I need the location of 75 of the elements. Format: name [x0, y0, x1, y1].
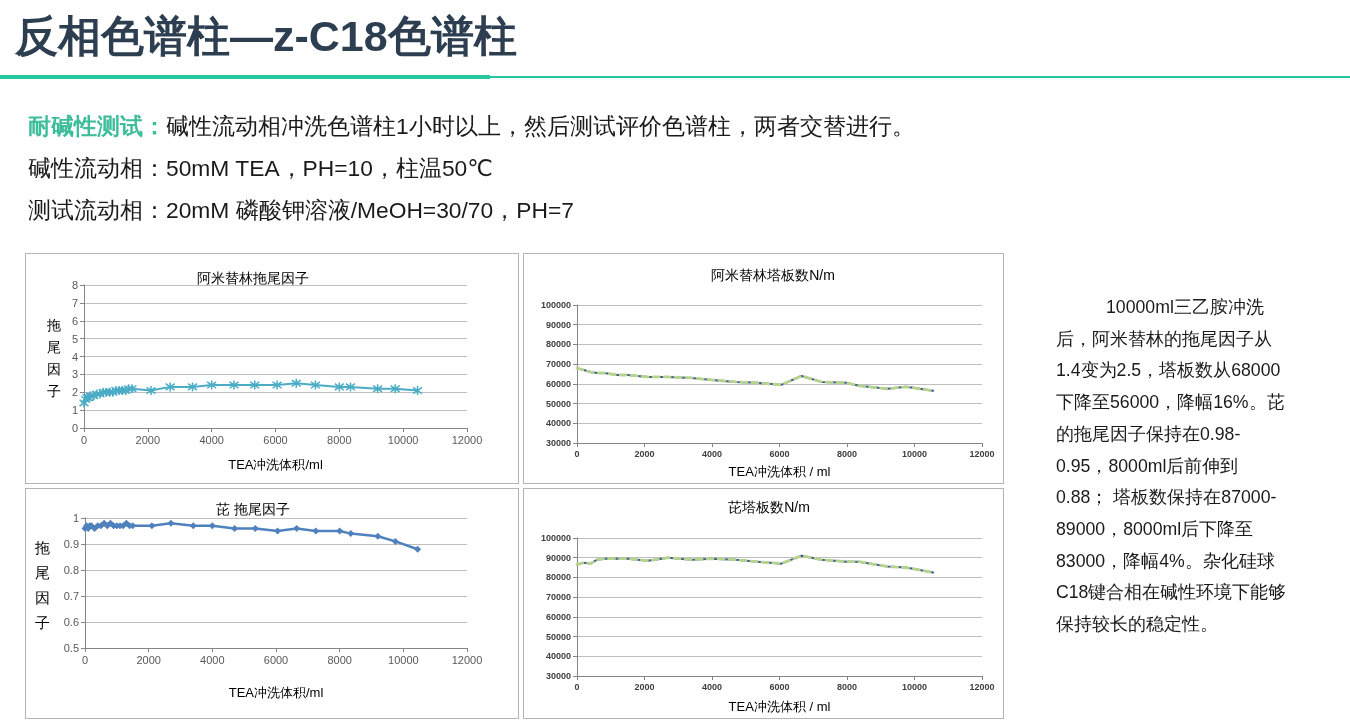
x-tick-label: 2000	[135, 433, 161, 446]
chart-title: 阿米替林塔板数N/m	[711, 267, 835, 283]
y-tick-label: 50000	[545, 398, 571, 409]
x-tick-label: 0	[81, 653, 89, 666]
x-axis-title: TEA冲洗体积 / ml	[728, 699, 831, 714]
x-tick-label: 0	[574, 448, 580, 459]
x-tick-label: 12000	[969, 681, 995, 692]
chart-title: 芘塔板数N/m	[728, 499, 810, 515]
x-tick-label: 4000	[701, 448, 723, 459]
y-tick-label: 7	[71, 296, 78, 309]
y-axis-title: 拖尾因子	[35, 538, 50, 633]
x-tick-label: 2000	[136, 653, 161, 666]
y-tick-label: 2	[71, 386, 78, 399]
y-tick-label: 80000	[545, 339, 571, 350]
x-tick-label: 2000	[634, 681, 655, 692]
y-tick-label: 0.5	[63, 642, 79, 654]
x-axis-title: TEA冲洗体积 / ml	[728, 464, 831, 479]
y-tick-label: 0.6	[63, 616, 79, 628]
x-tick-label: 12000	[969, 448, 995, 459]
x-axis-title: TEA冲洗体积/ml	[228, 685, 324, 700]
y-tick-label: 80000	[545, 572, 571, 583]
y-tick-label: 40000	[545, 651, 571, 662]
text: 碱性流动相冲洗色谱柱1小时以上，然后测试评价色谱柱，两者交替进行。	[166, 113, 915, 139]
text: 反相色谱柱—z-C18色谱柱	[15, 11, 517, 61]
x-tick-label: 6000	[263, 433, 288, 446]
y-tick-label: 100000	[540, 533, 571, 543]
x-axis-title: TEA冲洗体积/ml	[228, 457, 323, 472]
x-tick-label: 8000	[836, 448, 858, 459]
x-tick-label: 4000	[701, 681, 723, 692]
y-tick-label: 50000	[545, 631, 571, 642]
x-tick-label: 8000	[327, 433, 352, 446]
x-tick-label: 10000	[388, 653, 419, 666]
x-tick-label: 6000	[263, 653, 289, 666]
y-tick-label: 1	[72, 512, 79, 524]
x-tick-label: 0	[80, 433, 88, 446]
x-tick-label: 4000	[199, 433, 224, 446]
y-tick-label: 0.8	[63, 564, 79, 576]
chart-title: 阿米替林拖尾因子	[197, 270, 309, 286]
y-tick-label: 90000	[545, 552, 571, 563]
y-tick-label: 5	[71, 332, 78, 345]
y-tick-label: 3	[71, 368, 78, 381]
x-tick-label: 12000	[451, 433, 483, 446]
y-tick-label: 6	[71, 314, 78, 327]
text: 碱性流动相：50mM TEA，PH=10，柱温50℃	[28, 154, 493, 183]
y-tick-label: 0.9	[63, 538, 79, 550]
text: 10000ml三乙胺冲洗后，阿米替林的拖尾因子从1.4变为2.5，塔板数从68000下降至56000，降幅16%。芘的拖尾因子保持在0.98-0.95，8000ml后前伸到0.88； 塔板数保持在87000-89000，8000ml后下降至83000，降幅4%。杂化硅球C18键合相在碱性环境下能够保持较长的稳定性。	[1056, 297, 1287, 635]
y-tick-label: 60000	[545, 378, 571, 389]
y-tick-label: 0	[71, 422, 78, 434]
y-tick-label: 60000	[545, 611, 571, 622]
x-tick-label: 0	[574, 681, 580, 692]
y-tick-label: 70000	[545, 359, 571, 370]
y-tick-label: 8	[71, 279, 78, 291]
x-tick-label: 10000	[387, 433, 419, 446]
x-tick-label: 12000	[451, 653, 483, 666]
x-tick-label: 6000	[769, 448, 790, 459]
x-tick-label: 10000	[901, 448, 928, 459]
y-tick-label: 4	[71, 350, 78, 363]
text: 耐碱性测试：	[28, 113, 166, 139]
x-tick-label: 8000	[327, 653, 352, 666]
chart-title: 芘 拖尾因子	[216, 501, 290, 517]
y-tick-label: 70000	[545, 592, 571, 603]
y-tick-label: 100000	[540, 300, 571, 310]
y-tick-label: 90000	[545, 319, 571, 330]
y-tick-label: 30000	[545, 438, 571, 448]
x-tick-label: 8000	[836, 681, 858, 692]
text: 测试流动相：20mM 磷酸钾溶液/MeOH=30/70，PH=7	[28, 196, 574, 225]
y-tick-label: 0.7	[63, 590, 79, 602]
x-tick-label: 6000	[769, 681, 790, 692]
y-tick-label: 1	[71, 404, 78, 417]
x-tick-label: 10000	[901, 681, 928, 692]
x-tick-label: 4000	[200, 653, 225, 666]
x-tick-label: 2000	[634, 448, 655, 459]
y-axis-title: 拖尾因子	[47, 316, 61, 401]
y-tick-label: 30000	[545, 671, 571, 681]
y-tick-label: 40000	[545, 418, 571, 429]
